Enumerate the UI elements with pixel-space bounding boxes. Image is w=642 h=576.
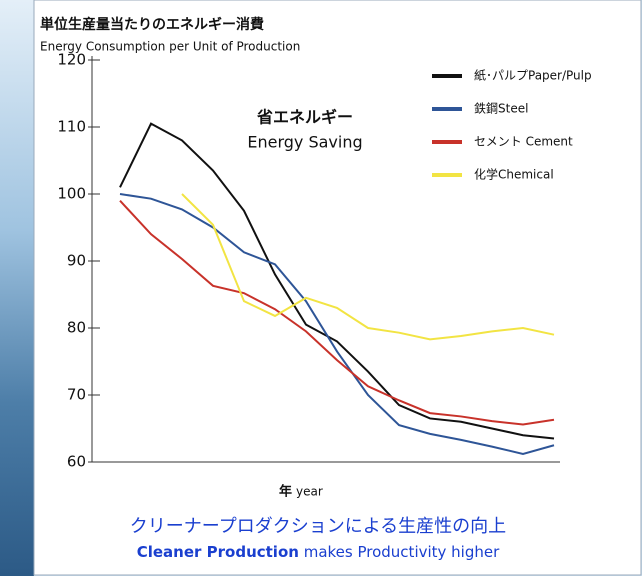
subtitle: Energy Consumption per Unit of Productio… <box>40 40 300 54</box>
y-tick-label: 120 <box>57 51 86 69</box>
legend-label: 紙･パルプPaper/Pulp <box>474 68 592 83</box>
footer-bold: Cleaner Production <box>137 543 299 561</box>
annotation: 省エネルギー <box>256 108 353 127</box>
series-line <box>119 200 555 426</box>
legend-label: 鉄鋼Steel <box>474 101 528 116</box>
footer: Cleaner Production makes Productivity hi… <box>137 543 500 561</box>
series-line <box>119 193 555 455</box>
panel <box>33 0 642 576</box>
y-tick-label: 60 <box>67 453 86 471</box>
title: 単位生産量当たりのエネルギー消費 <box>40 16 264 33</box>
x-axis-label: year <box>296 485 323 499</box>
side-image <box>0 0 34 576</box>
series-line <box>119 122 555 440</box>
y-tick-label: 100 <box>57 185 86 203</box>
y-tick-label: 80 <box>67 319 86 337</box>
x-axis-label: 年 <box>279 484 292 500</box>
y-tick-label: 110 <box>57 118 86 136</box>
series-line <box>181 193 555 341</box>
footer: クリーナープロダクションによる生産性の向上 <box>130 516 506 537</box>
annotation: Energy Saving <box>247 133 362 152</box>
legend-label: 化学Chemical <box>474 167 554 182</box>
legend-label: セメント Cement <box>474 135 573 149</box>
footer-rest: makes Productivity higher <box>304 543 500 561</box>
y-tick-label: 90 <box>67 252 86 270</box>
y-tick-label: 70 <box>67 386 86 404</box>
